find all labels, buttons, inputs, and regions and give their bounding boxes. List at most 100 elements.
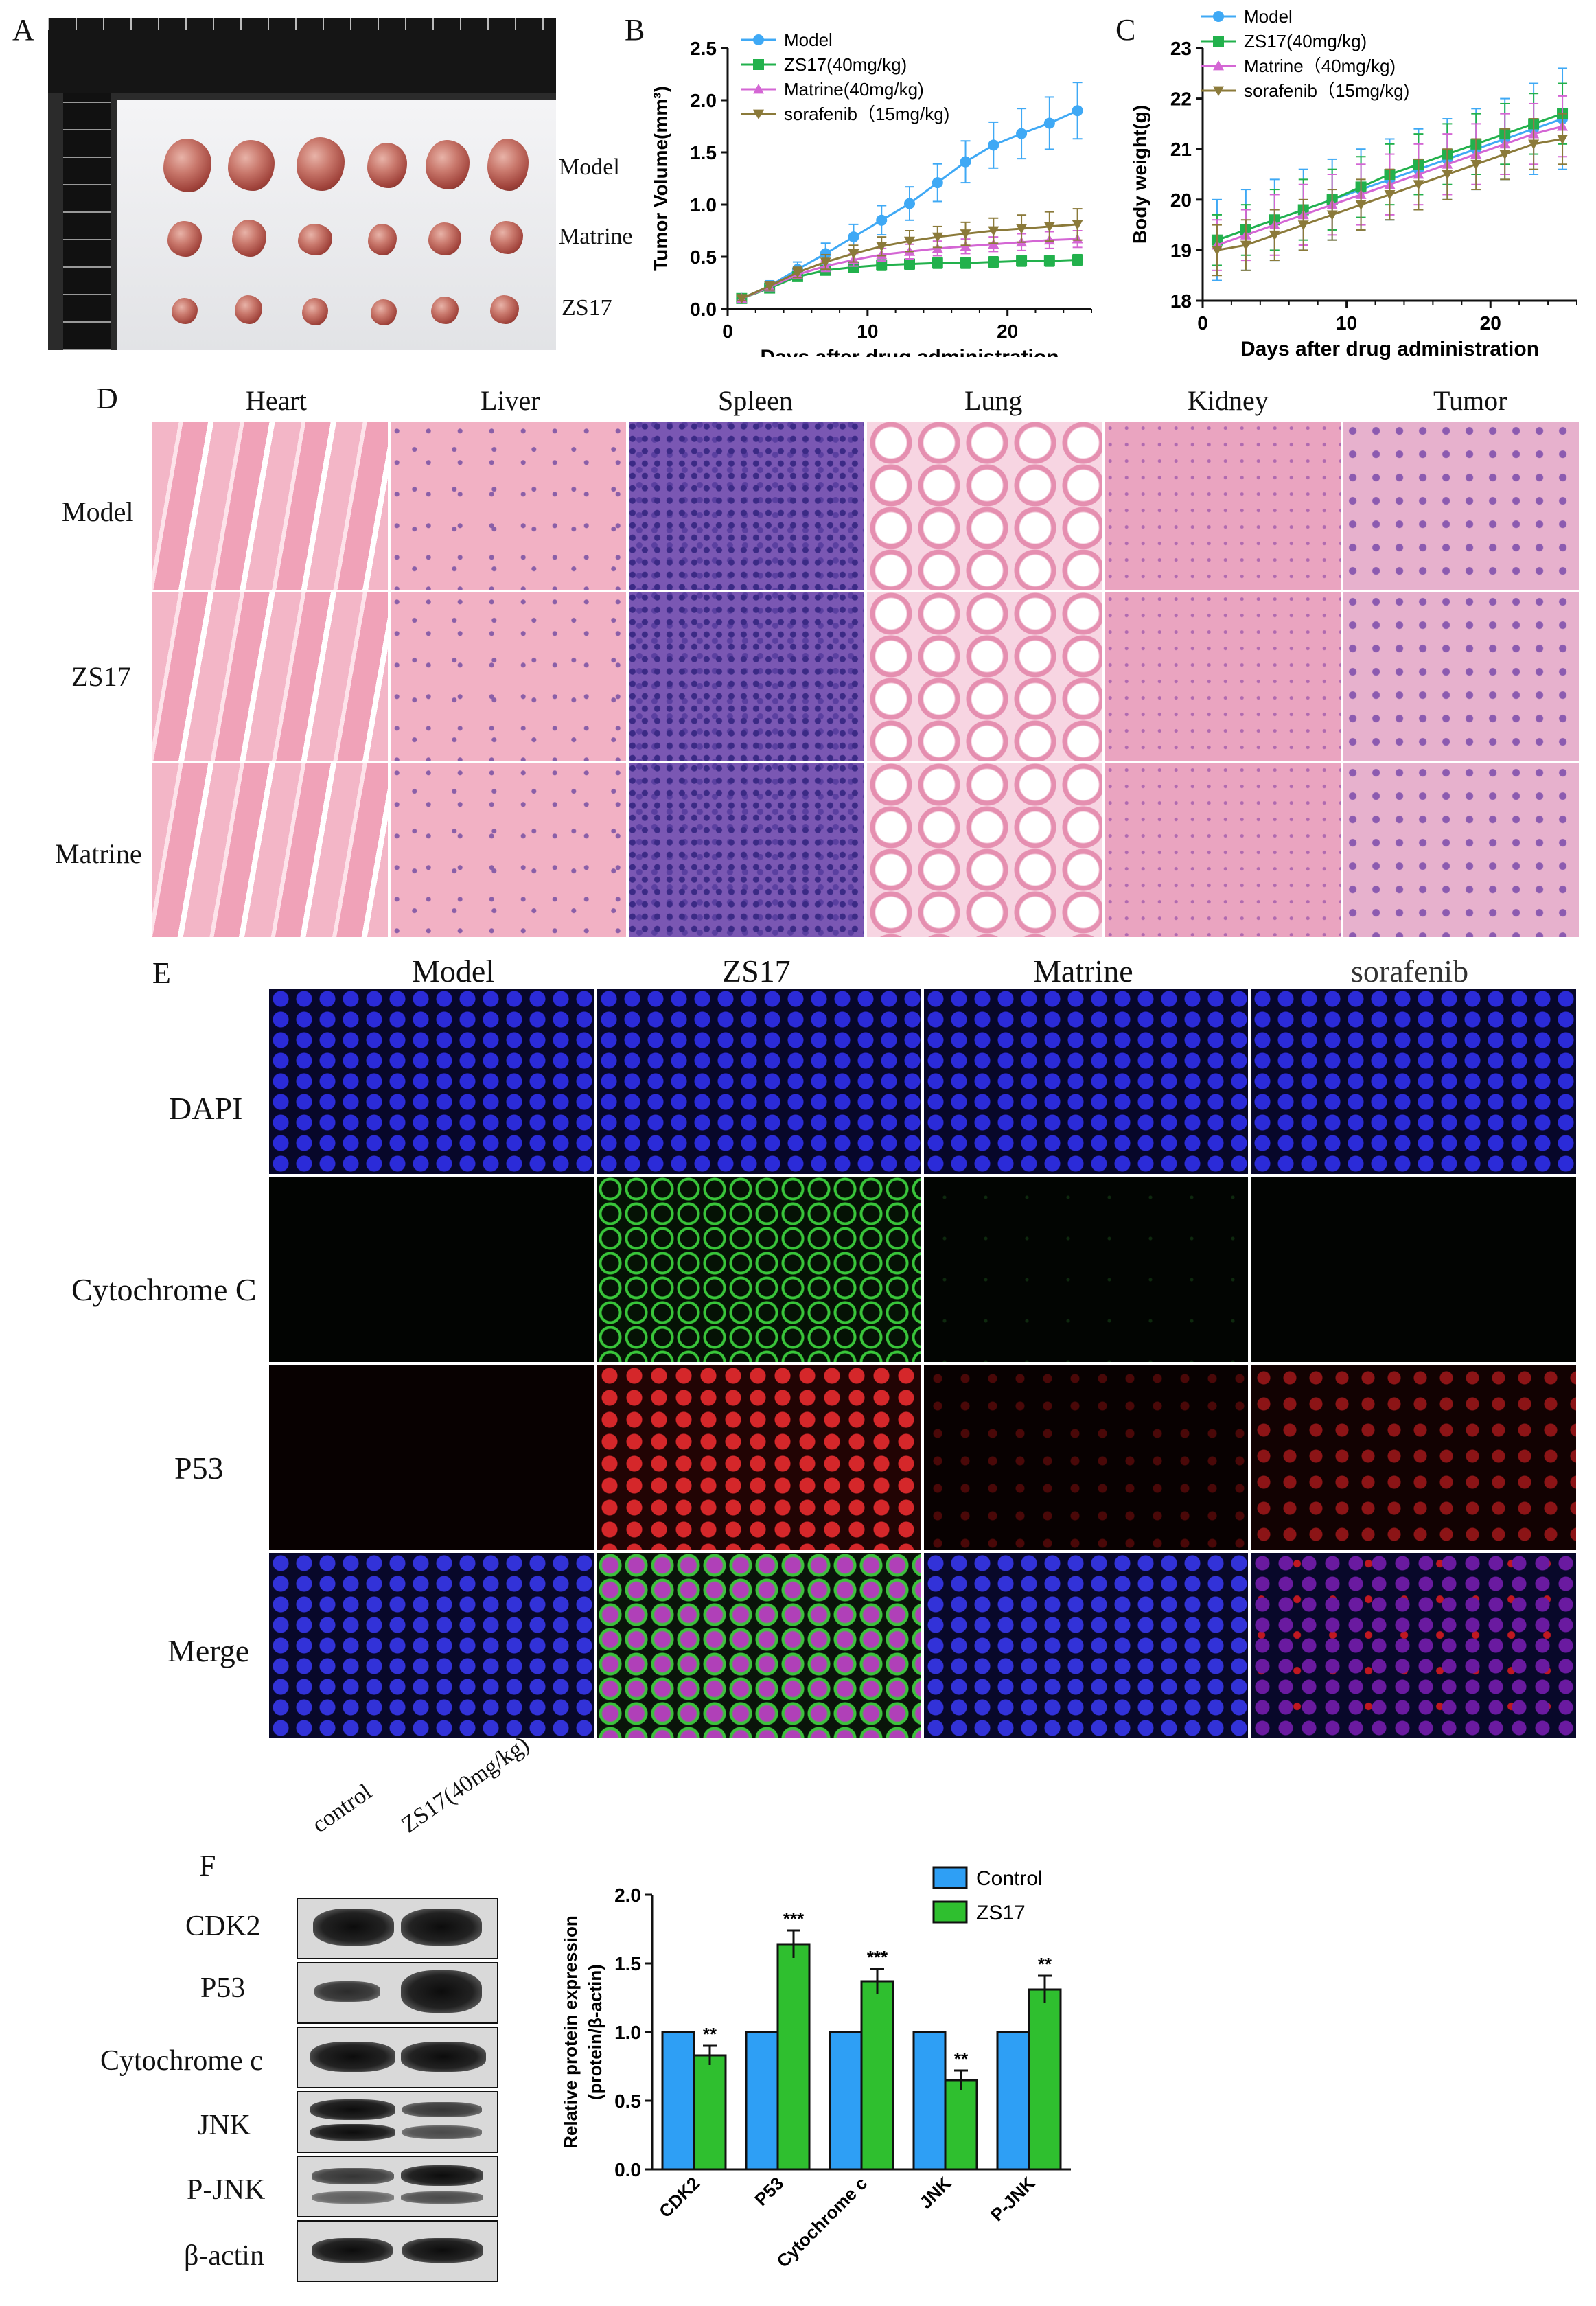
if-merge-model [269,1553,594,1738]
panel-a-row-label: Model [559,154,620,180]
legend-label: ZS17 [976,1902,1026,1924]
he-lung-model [867,422,1102,590]
data-point [1043,117,1055,129]
tumor-zs17-6 [490,295,519,324]
he-tumor-zs17 [1343,592,1579,761]
panel-d-letter: D [96,382,118,415]
bar [745,2031,779,2171]
tumor-model-2 [228,140,275,191]
data-point [876,260,888,271]
x-axis-label: Days after drug administration [760,346,1059,357]
data-point [1297,220,1309,231]
data-point [848,262,859,273]
y-tick-label: 0.5 [690,246,717,268]
if-cytc-model [269,1177,594,1362]
bar [996,2031,1030,2171]
y-axis-label: Tumor Volume(mm³) [650,86,671,271]
y-tick-label: 1.5 [690,142,717,163]
if-merge-sorafenib [1251,1553,1576,1738]
tumor-volume-chart: 0.0 0.5 1.0 1.5 2.0 2.5 0 10 20 Days after drug a… [650,30,1092,357]
data-point [1470,159,1482,170]
panel-e-col-label: sorafenib [1351,954,1469,989]
he-spleen-model [629,422,864,590]
panel-b-letter: B [625,13,645,47]
x-tick-label: JNK [915,2173,955,2213]
y-tick-label: 1.0 [614,2022,641,2043]
data-point [1413,180,1424,190]
data-point [960,156,971,168]
if-p53-zs17 [597,1365,921,1550]
data-point [876,242,888,252]
if-cytc-sorafenib [1251,1177,1576,1362]
panel-e-col-label: Matrine [1033,954,1133,989]
data-point [1528,139,1540,150]
blot-label: CDK2 [185,1911,261,1942]
body-weight-chart: 18 19 20 21 22 23 0 10 20 Days after drug adminis… [1129,6,1577,360]
data-point [932,177,943,189]
tumor-model-6 [487,139,529,191]
legend-marker [1213,36,1224,47]
legend-label: Model [1244,6,1293,27]
legend-label: Model [784,30,833,50]
panel-d-row-label: ZS17 [71,661,131,692]
if-dapi-zs17 [597,989,921,1174]
blot-p-jnk [297,2156,498,2217]
legend-label: Matrine（40mg/kg) [1244,56,1396,76]
x-tick-label: P53 [750,2173,787,2210]
data-point [988,226,999,236]
panel-d-row-label: Matrine [55,838,142,869]
data-point [1072,254,1083,266]
he-liver-zs17 [391,592,626,761]
legend-marker [1213,86,1224,96]
y-tick-label: 23 [1170,38,1192,59]
tumor-photo [48,18,556,350]
y-tick-label: 2.0 [690,90,717,111]
blot-p53 [297,1962,498,2024]
data-point [904,198,915,209]
data-point [820,257,831,268]
legend-swatch [932,1866,968,1889]
legend-label: ZS17(40mg/kg) [1244,31,1367,51]
data-point [932,232,943,243]
panel-e-col-label: ZS17 [722,954,791,989]
x-tick-label: 20 [997,321,1018,342]
if-dapi-sorafenib [1251,989,1576,1174]
tumor-matrine-5 [428,222,461,255]
blot-label: β-actin [184,2240,264,2272]
tumor-matrine-3 [298,224,332,255]
panel-f-letter: F [199,1849,216,1882]
data-point [904,236,915,247]
blot-cdk2 [297,1898,498,1959]
blot-label: P-JNK [187,2174,266,2206]
data-point [764,281,776,292]
bar [829,2031,863,2171]
tumor-zs17-1 [172,298,198,324]
panel-a-letter: A [12,13,34,47]
lane-label-control: control [308,1779,377,1838]
blot-label: Cytochrome c [100,2045,263,2077]
data-point [736,294,748,304]
panel-e-row-label: DAPI [169,1091,243,1126]
tumor-matrine-1 [167,221,202,257]
he-liver-matrine [391,763,626,937]
panel-d-col-label: Spleen [718,385,793,416]
legend-label: ZS17(40mg/kg) [784,54,907,75]
panel-a-row-label: Matrine [559,224,633,249]
significance-label: *** [867,1947,888,1968]
y-tick-label: 1.5 [614,1953,641,1974]
panel-d-col-label: Tumor [1433,385,1507,416]
data-point [1269,230,1280,241]
significance-label: ** [954,2049,969,2069]
legend-marker [1213,11,1224,22]
he-lung-zs17 [867,592,1102,761]
tumor-model-4 [367,143,407,188]
y-axis-label: (protein/β-actin) [585,1964,605,2100]
tumor-model-1 [163,139,211,192]
data-point [848,249,859,260]
if-merge-zs17 [597,1553,921,1738]
y-tick-label: 1.0 [690,194,717,216]
x-tick-label: 10 [1336,312,1357,334]
panel-e-letter: E [152,956,171,990]
panel-e-row-label: P53 [174,1451,224,1486]
tumor-matrine-4 [368,224,397,255]
